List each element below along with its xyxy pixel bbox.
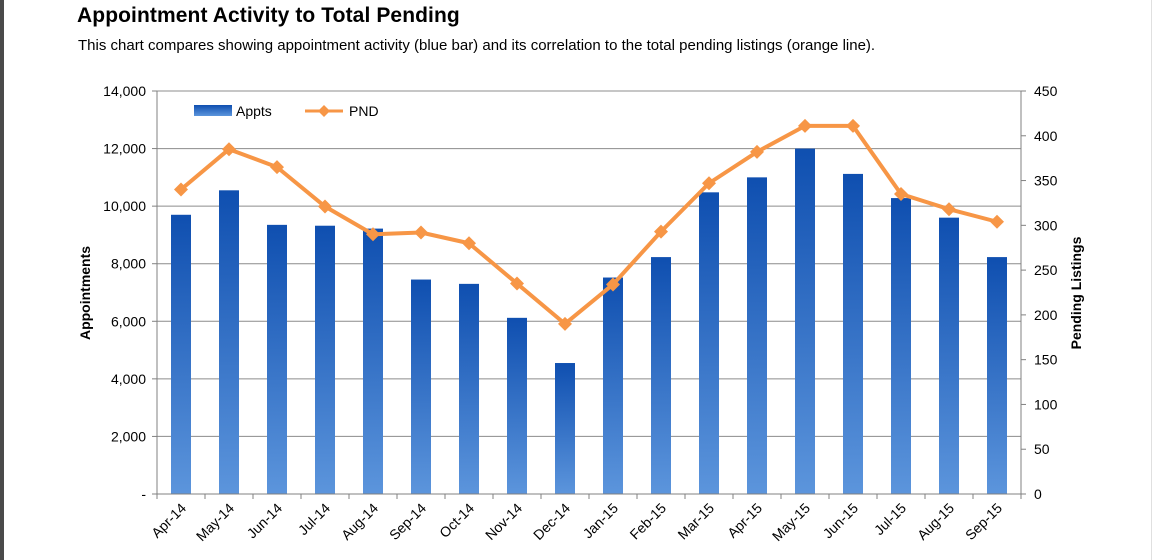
legend: Appts PND [194, 103, 379, 119]
axes [152, 90, 1026, 499]
left-tick-label: 6,000 [111, 313, 146, 329]
line-series [174, 118, 1004, 331]
line-marker [558, 316, 572, 331]
bar [459, 283, 479, 494]
x-tick-label: May-14 [193, 500, 237, 544]
bar [555, 363, 575, 494]
left-tick-label: 12,000 [103, 141, 146, 157]
x-tick-label: Nov-14 [482, 500, 525, 543]
x-tick-label: Dec-14 [530, 500, 573, 543]
line-marker [990, 214, 1004, 229]
line-marker [462, 236, 476, 251]
bar [699, 192, 719, 494]
bar [267, 224, 287, 494]
chart-subtitle: This chart compares showing appointment … [78, 37, 876, 54]
bar [411, 279, 431, 494]
bar [795, 148, 815, 495]
x-tick-label: May-15 [769, 500, 813, 544]
bar [747, 177, 767, 494]
legend-label-appts: Appts [236, 103, 272, 119]
x-tick-label: Apr-15 [724, 500, 765, 541]
right-tick-label: 450 [1034, 83, 1058, 99]
right-tick-label: 0 [1034, 486, 1042, 502]
pending-line [179, 123, 998, 326]
line-marker [606, 277, 620, 292]
line-marker [414, 225, 428, 240]
left-tick-label: 8,000 [111, 256, 146, 272]
line-marker [222, 142, 236, 157]
x-tick-label: Jun-14 [244, 500, 286, 542]
bar [171, 214, 191, 494]
line-marker [366, 227, 380, 242]
right-tick-label: 150 [1034, 352, 1058, 368]
left-tick-label: 14,000 [103, 83, 146, 99]
left-tick-label: 4,000 [111, 371, 146, 387]
x-tick-label: Apr-14 [148, 500, 189, 541]
line-marker [894, 186, 908, 201]
bar [891, 198, 911, 494]
line-marker [750, 144, 764, 159]
bar-series [171, 148, 1007, 495]
left-axis-title: Appointments [77, 246, 93, 340]
x-tick-label: Jul-14 [295, 500, 333, 538]
left-tick-label: 10,000 [103, 198, 146, 214]
right-tick-label: 300 [1034, 217, 1058, 233]
right-tick-label: 250 [1034, 262, 1058, 278]
window-edge [0, 0, 4, 560]
bar [219, 190, 239, 494]
x-tick-label: Sep-14 [386, 500, 429, 543]
x-tick-label: Jan-15 [580, 500, 622, 542]
x-tick-label: Sep-15 [962, 500, 1005, 543]
line-marker [318, 199, 332, 214]
line-marker [798, 118, 812, 133]
x-tick-label: Oct-14 [436, 500, 477, 541]
bar [363, 228, 383, 495]
bar [939, 217, 959, 494]
legend-label-pnd: PND [349, 103, 379, 119]
right-tick-label: 50 [1034, 441, 1050, 457]
right-tick-label: 100 [1034, 396, 1058, 412]
x-tick-label: Mar-15 [674, 500, 717, 543]
x-tick-label: Jul-15 [871, 500, 909, 538]
left-tick-label: 2,000 [111, 428, 146, 444]
scrollbar-track[interactable] [1151, 0, 1171, 560]
right-tick-label: 350 [1034, 173, 1058, 189]
bar [987, 257, 1007, 494]
bar [603, 277, 623, 494]
legend-marker-pnd [318, 105, 330, 117]
right-axis-title: Pending Listings [1068, 236, 1084, 349]
x-tick-label: Aug-15 [914, 500, 957, 543]
bar [507, 317, 527, 494]
line-marker [942, 202, 956, 217]
legend-swatch-appts [194, 105, 232, 116]
x-tick-label: Feb-15 [626, 500, 669, 543]
line-marker [510, 276, 524, 291]
bar [315, 225, 335, 494]
x-tick-label: Aug-14 [338, 500, 381, 543]
right-tick-label: 200 [1034, 307, 1058, 323]
right-tick-label: 400 [1034, 128, 1058, 144]
line-marker [846, 118, 860, 133]
grid-lines [157, 90, 1021, 437]
chart-title: Appointment Activity to Total Pending [77, 4, 460, 27]
line-marker [702, 176, 716, 191]
x-tick-label: Jun-15 [820, 500, 862, 542]
line-marker [270, 160, 284, 175]
line-marker [174, 182, 188, 197]
left-tick-label: - [141, 486, 146, 502]
bar [651, 257, 671, 494]
line-marker [654, 224, 668, 239]
bar [843, 173, 863, 494]
